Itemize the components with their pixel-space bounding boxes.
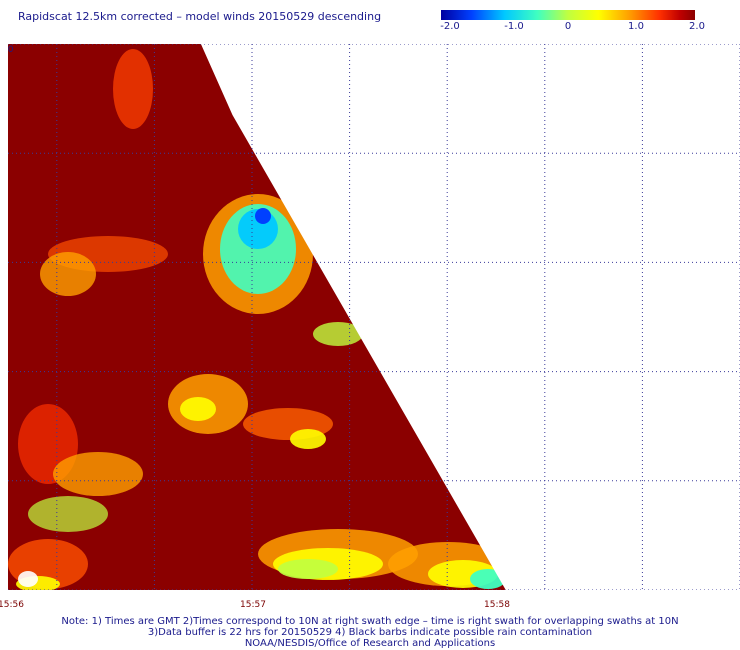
- colorbar-label-neg1: -1.0: [504, 21, 524, 32]
- lat-tick-label: 10: [8, 45, 14, 55]
- wind-patch: [278, 559, 338, 579]
- map-canvas: -134-132-130-128-126-124-122-1200246810: [2, 24, 740, 605]
- wind-patch: [18, 571, 38, 587]
- note-line-1: Note: 1) Times are GMT 2)Times correspon…: [61, 616, 679, 627]
- wind-patch: [180, 397, 216, 421]
- time-label-mid: 15:57: [240, 600, 266, 610]
- time-label-end: 15:58: [484, 600, 510, 610]
- colorbar: [441, 10, 695, 20]
- wind-patch: [53, 452, 143, 496]
- wind-patch: [28, 496, 108, 532]
- colorbar-label-max: 2.0: [689, 21, 705, 32]
- note-line-3: NOAA/NESDIS/Office of Research and Appli…: [244, 638, 496, 649]
- map-title: Rapidscat 12.5km corrected – model winds…: [18, 10, 382, 23]
- wind-patch: [113, 49, 153, 129]
- time-label-start: 15:56: [0, 600, 24, 610]
- wind-patches: [8, 49, 508, 592]
- wind-difference-map: -134-132-130-128-126-124-122-1200246810: [2, 24, 740, 605]
- wind-patch: [255, 208, 271, 224]
- colorbar-label-zero: 0: [564, 21, 572, 32]
- colorbar-label-min: -2.0: [440, 21, 460, 32]
- colorbar-label-pos1: 1.0: [628, 21, 644, 32]
- wind-patch: [290, 429, 326, 449]
- wind-patch: [313, 322, 363, 346]
- note-line-2: 3)Data buffer is 22 hrs for 20150529 4) …: [147, 627, 593, 638]
- graticule: [8, 43, 740, 591]
- swath-edge-mask: [192, 24, 740, 590]
- wind-patch: [40, 252, 96, 296]
